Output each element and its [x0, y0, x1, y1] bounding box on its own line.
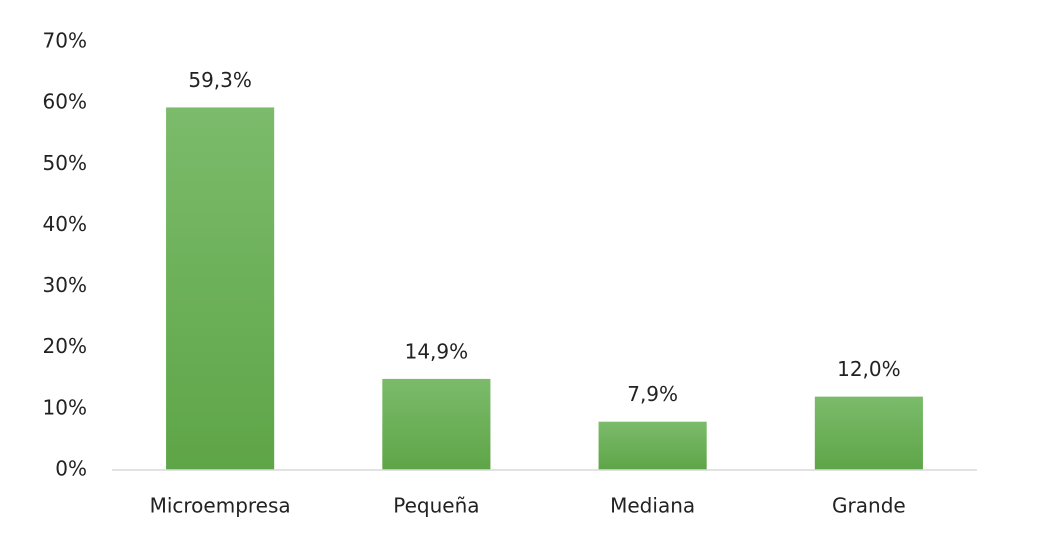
y-tick-label: 30%: [43, 273, 87, 297]
bar: [382, 378, 491, 470]
bar: [166, 107, 275, 471]
bar: [814, 396, 923, 470]
data-label: 59,3%: [188, 68, 252, 92]
y-tick-label: 60%: [43, 90, 87, 114]
x-tick-label: Grande: [832, 494, 906, 518]
data-label: 12,0%: [837, 357, 901, 381]
y-tick-label: 10%: [43, 395, 87, 419]
x-tick-label: Mediana: [610, 494, 695, 518]
y-tick-label: 50%: [43, 151, 87, 175]
x-tick-label: Microempresa: [150, 494, 291, 518]
y-tick-label: 0%: [55, 457, 87, 481]
y-tick-label: 40%: [43, 212, 87, 236]
y-tick-label: 20%: [43, 334, 87, 358]
data-label: 7,9%: [627, 382, 678, 406]
bar: [598, 421, 707, 470]
y-tick-label: 70%: [43, 29, 87, 53]
data-label: 14,9%: [405, 339, 469, 363]
x-tick-label: Pequeña: [393, 494, 479, 518]
